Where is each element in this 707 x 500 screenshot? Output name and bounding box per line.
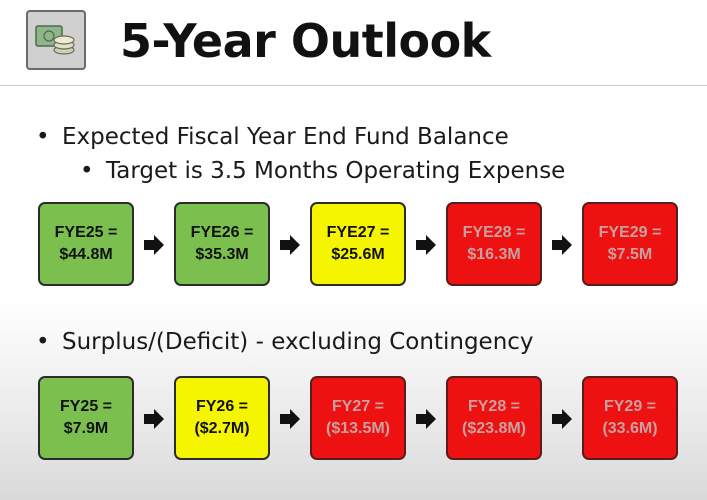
coins-icon	[26, 10, 86, 70]
fund-box-fye27: FYE27 = $25.6M	[310, 202, 406, 286]
surplus-value: (33.6M)	[602, 420, 658, 437]
right-arrow-icon	[416, 235, 436, 255]
fund-label: FYE25 =	[54, 224, 118, 241]
right-arrow-icon	[144, 235, 164, 255]
fund-label: FYE27 =	[326, 224, 390, 241]
fund-label: FYE28 =	[462, 224, 526, 241]
surplus-box-fy27: FY27 = ($13.5M)	[310, 376, 406, 460]
surplus-value: ($13.5M)	[325, 420, 391, 437]
surplus-value: ($23.8M)	[461, 420, 527, 437]
right-arrow-icon	[144, 409, 164, 429]
surplus-deficit-row: FY25 = $7.9M FY26 = ($2.7M) FY27 = ($13.…	[38, 376, 688, 468]
right-arrow-icon	[416, 409, 436, 429]
surplus-box-fy26: FY26 = ($2.7M)	[174, 376, 270, 460]
bullet-marker: •	[80, 158, 94, 184]
fund-value: $16.3M	[467, 246, 521, 263]
surplus-label: FY28 =	[467, 398, 521, 415]
surplus-label: FY29 =	[603, 398, 657, 415]
title-divider	[0, 85, 707, 86]
right-arrow-icon	[552, 409, 572, 429]
bullet-fund-balance: • Expected Fiscal Year End Fund Balance	[36, 124, 509, 150]
fund-label: FYE29 =	[598, 224, 662, 241]
fund-value: $44.8M	[59, 246, 113, 263]
coins-icon-graphic	[35, 25, 75, 55]
fund-value: $7.5M	[607, 246, 653, 263]
fund-value: $25.6M	[331, 246, 385, 263]
fund-box-fye29: FYE29 = $7.5M	[582, 202, 678, 286]
bullet-fund-balance-text: Expected Fiscal Year End Fund Balance	[62, 124, 509, 150]
bullet-marker: •	[36, 124, 50, 150]
fund-box-fye25: FYE25 = $44.8M	[38, 202, 134, 286]
fund-balance-row: FYE25 = $44.8M FYE26 = $35.3M FYE27 = $2…	[38, 202, 688, 294]
surplus-label: FY25 =	[59, 398, 113, 415]
surplus-box-fy28: FY28 = ($23.8M)	[446, 376, 542, 460]
bullet-target: • Target is 3.5 Months Operating Expense	[80, 158, 565, 184]
fund-box-fye26: FYE26 = $35.3M	[174, 202, 270, 286]
surplus-box-fy25: FY25 = $7.9M	[38, 376, 134, 460]
right-arrow-icon	[280, 235, 300, 255]
surplus-box-fy29: FY29 = (33.6M)	[582, 376, 678, 460]
bullet-target-text: Target is 3.5 Months Operating Expense	[106, 158, 566, 184]
fund-box-fye28: FYE28 = $16.3M	[446, 202, 542, 286]
surplus-label: FY27 =	[331, 398, 385, 415]
right-arrow-icon	[280, 409, 300, 429]
bullet-surplus-text: Surplus/(Deficit) - excluding Contingenc…	[62, 329, 534, 355]
bullet-marker: •	[36, 329, 50, 355]
fund-value: $35.3M	[195, 246, 249, 263]
fund-label: FYE26 =	[190, 224, 254, 241]
surplus-value: ($2.7M)	[194, 420, 250, 437]
right-arrow-icon	[552, 235, 572, 255]
surplus-label: FY26 =	[195, 398, 249, 415]
surplus-value: $7.9M	[63, 420, 109, 437]
page-title: 5-Year Outlook	[120, 14, 491, 68]
bullet-surplus: • Surplus/(Deficit) - excluding Contingen…	[36, 329, 534, 355]
